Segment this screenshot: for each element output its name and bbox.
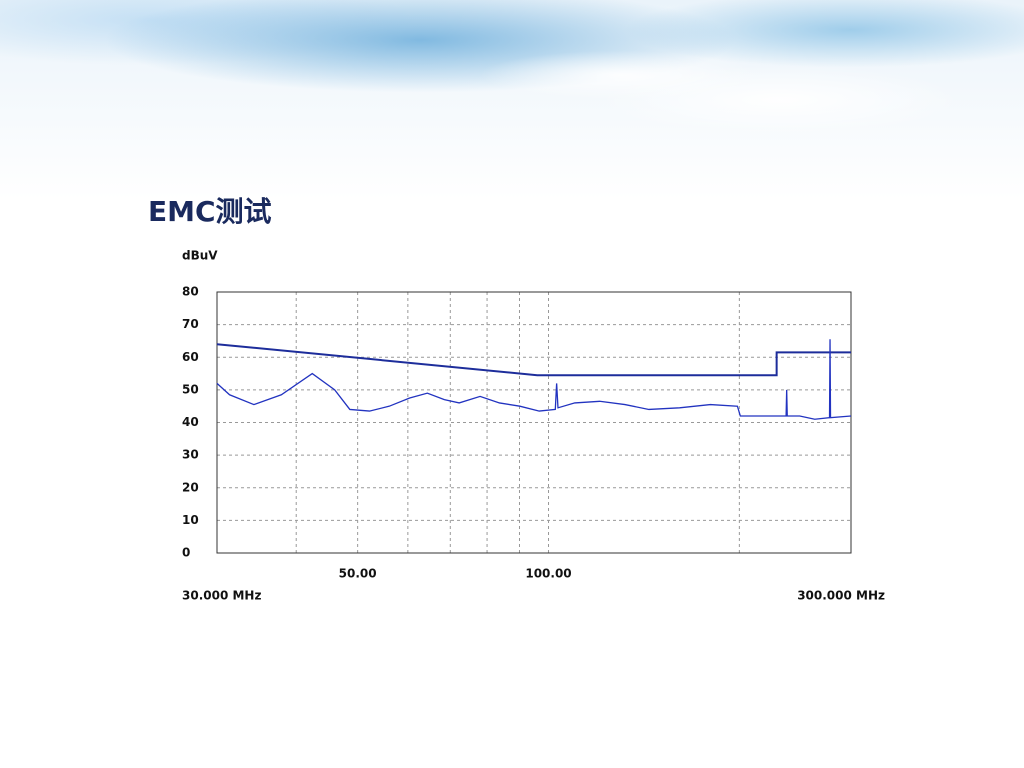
y-tick-label: 40 (182, 415, 199, 429)
x-tick-label: 50.00 (339, 567, 377, 581)
y-tick-label: 70 (182, 317, 199, 331)
y-tick-label: 0 (182, 546, 190, 560)
x-tick-label: 30.000 MHz (182, 589, 261, 603)
plot-frame (216, 291, 852, 554)
y-tick-label: 80 (182, 285, 199, 299)
y-tick-label: 30 (182, 448, 199, 462)
y-tick-label: 20 (182, 480, 199, 494)
plot-area (216, 291, 852, 554)
y-tick-label: 50 (182, 382, 199, 396)
x-tick-label: 100.00 (525, 567, 571, 581)
y-axis-label: dBuV (182, 249, 218, 263)
y-tick-label: 10 (182, 513, 199, 527)
background (0, 0, 1024, 200)
y-tick-label: 60 (182, 350, 199, 364)
data-line (216, 343, 851, 377)
chart-title: EMC测试 (148, 195, 272, 228)
data-line (216, 339, 852, 420)
x-tick-label: 300.000 MHz (797, 589, 885, 603)
